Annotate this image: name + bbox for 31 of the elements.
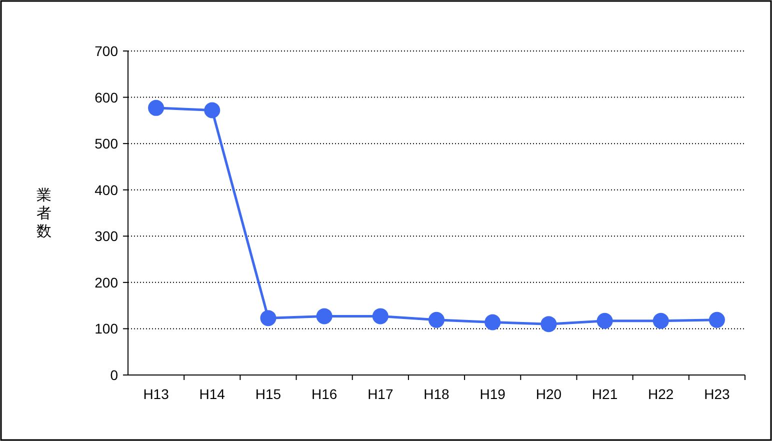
y-tick-label: 100 bbox=[94, 320, 118, 337]
x-tick-label: H22 bbox=[648, 386, 674, 402]
x-tick-label: H23 bbox=[704, 386, 730, 402]
point bbox=[204, 102, 220, 118]
point bbox=[652, 312, 669, 329]
x-tick-label: H15 bbox=[255, 386, 282, 402]
x-tick-label: H19 bbox=[480, 386, 506, 402]
x-tick-label: H16 bbox=[311, 386, 338, 402]
point bbox=[540, 316, 557, 332]
y-tick-label: 700 bbox=[94, 43, 118, 59]
x-tick-label: H20 bbox=[536, 386, 562, 402]
y-tick-label: 500 bbox=[94, 136, 118, 152]
y-tick-label: 0 bbox=[110, 367, 118, 383]
point bbox=[148, 100, 164, 116]
point bbox=[484, 314, 501, 330]
y-tick-label: 400 bbox=[94, 182, 118, 198]
y-tick-label: 300 bbox=[94, 228, 118, 244]
point bbox=[316, 308, 332, 324]
x-tick-label: H18 bbox=[424, 386, 450, 402]
y-axis-title: 業者数 bbox=[36, 187, 52, 240]
point bbox=[260, 310, 276, 326]
x-tick-label: H17 bbox=[368, 386, 394, 402]
y-tick-label: 600 bbox=[94, 89, 118, 106]
point bbox=[596, 312, 613, 329]
x-tick-label: H14 bbox=[199, 386, 226, 402]
x-tick-label: H21 bbox=[592, 386, 618, 402]
point bbox=[428, 312, 444, 328]
point bbox=[708, 312, 725, 328]
y-tick-label: 200 bbox=[94, 274, 118, 290]
point bbox=[372, 308, 388, 324]
x-tick-label: H13 bbox=[143, 386, 170, 402]
